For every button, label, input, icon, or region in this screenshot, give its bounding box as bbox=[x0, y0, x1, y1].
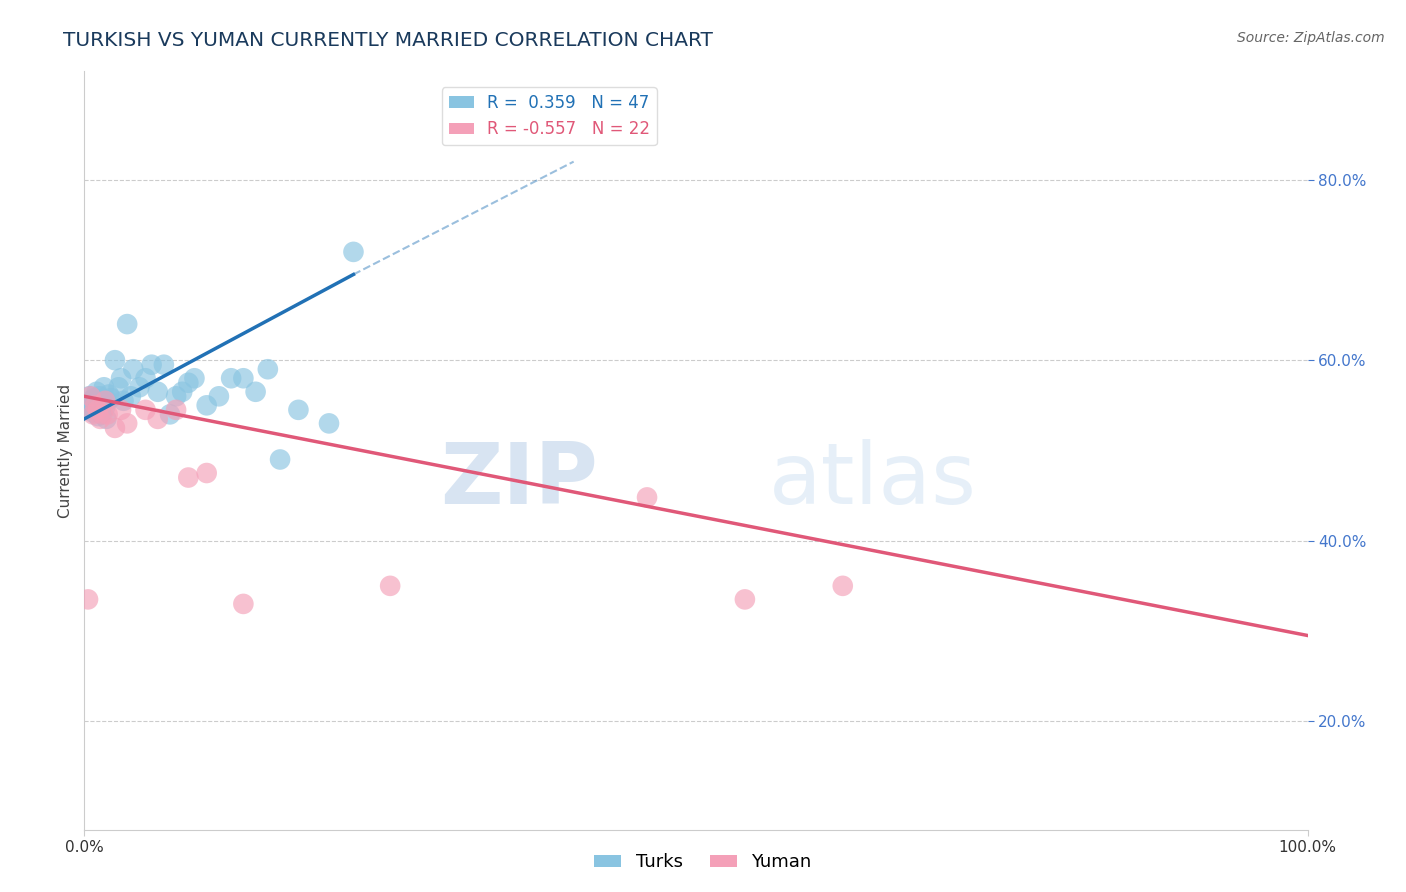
Point bbox=[87, 409, 110, 424]
Point bbox=[153, 358, 176, 372]
Point bbox=[177, 376, 200, 390]
Point bbox=[165, 389, 187, 403]
Point bbox=[232, 371, 254, 385]
Text: Source: ZipAtlas.com: Source: ZipAtlas.com bbox=[1237, 31, 1385, 45]
Point bbox=[86, 384, 108, 399]
Point bbox=[89, 412, 111, 426]
Point bbox=[177, 470, 200, 484]
Point bbox=[636, 491, 658, 505]
Point bbox=[208, 389, 231, 403]
Point bbox=[89, 402, 111, 417]
Point bbox=[219, 371, 242, 385]
Point bbox=[342, 244, 364, 259]
Point bbox=[83, 391, 105, 405]
Text: ZIP: ZIP bbox=[440, 439, 598, 523]
Point bbox=[76, 402, 98, 417]
Point bbox=[84, 396, 107, 410]
Point bbox=[112, 393, 135, 408]
Point bbox=[94, 400, 117, 414]
Point bbox=[77, 398, 100, 412]
Point bbox=[87, 389, 110, 403]
Point bbox=[195, 466, 218, 480]
Point bbox=[97, 408, 120, 422]
Point bbox=[79, 389, 101, 403]
Y-axis label: Currently Married: Currently Married bbox=[58, 384, 73, 517]
Point bbox=[100, 391, 122, 405]
Point bbox=[93, 380, 115, 394]
Point bbox=[122, 362, 145, 376]
Point bbox=[110, 402, 132, 417]
Point bbox=[146, 384, 169, 399]
Point bbox=[91, 408, 114, 422]
Point bbox=[96, 412, 118, 426]
Point bbox=[128, 380, 150, 394]
Point bbox=[104, 421, 127, 435]
Point bbox=[172, 384, 194, 399]
Point bbox=[245, 384, 267, 399]
Point bbox=[141, 358, 163, 372]
Point bbox=[734, 592, 756, 607]
Point bbox=[287, 402, 309, 417]
Point bbox=[97, 393, 120, 408]
Point bbox=[107, 380, 129, 394]
Point bbox=[195, 398, 218, 412]
Text: TURKISH VS YUMAN CURRENTLY MARRIED CORRELATION CHART: TURKISH VS YUMAN CURRENTLY MARRIED CORRE… bbox=[63, 31, 713, 50]
Point bbox=[183, 371, 205, 385]
Point bbox=[94, 393, 117, 408]
Point bbox=[135, 402, 157, 417]
Point bbox=[380, 579, 402, 593]
Point bbox=[115, 317, 138, 331]
Point bbox=[831, 579, 853, 593]
Point bbox=[84, 398, 107, 412]
Point bbox=[82, 408, 104, 422]
Legend: Turks, Yuman: Turks, Yuman bbox=[588, 847, 818, 879]
Point bbox=[165, 402, 187, 417]
Point bbox=[97, 387, 120, 401]
Text: atlas: atlas bbox=[769, 439, 977, 523]
Point bbox=[115, 417, 138, 431]
Point bbox=[318, 417, 340, 431]
Point bbox=[257, 362, 280, 376]
Point bbox=[104, 353, 127, 368]
Point bbox=[77, 389, 100, 403]
Point bbox=[79, 393, 101, 408]
Point bbox=[82, 405, 104, 419]
Point bbox=[159, 408, 181, 422]
Point bbox=[110, 371, 132, 385]
Point bbox=[120, 389, 142, 403]
Point bbox=[91, 393, 114, 408]
Point bbox=[87, 402, 110, 417]
Point bbox=[90, 408, 112, 422]
Legend: R =  0.359   N = 47, R = -0.557   N = 22: R = 0.359 N = 47, R = -0.557 N = 22 bbox=[441, 87, 657, 145]
Point bbox=[80, 400, 103, 414]
Point bbox=[232, 597, 254, 611]
Point bbox=[146, 412, 169, 426]
Point bbox=[77, 592, 100, 607]
Point bbox=[135, 371, 157, 385]
Point bbox=[269, 452, 291, 467]
